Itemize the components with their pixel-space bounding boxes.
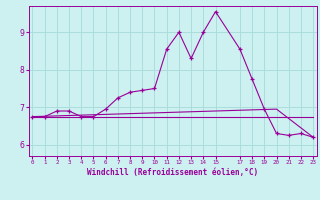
- X-axis label: Windchill (Refroidissement éolien,°C): Windchill (Refroidissement éolien,°C): [87, 168, 258, 177]
